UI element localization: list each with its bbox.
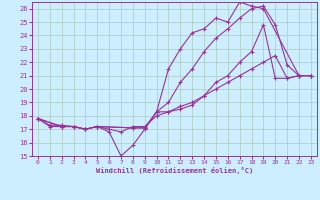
X-axis label: Windchill (Refroidissement éolien,°C): Windchill (Refroidissement éolien,°C) [96,167,253,174]
